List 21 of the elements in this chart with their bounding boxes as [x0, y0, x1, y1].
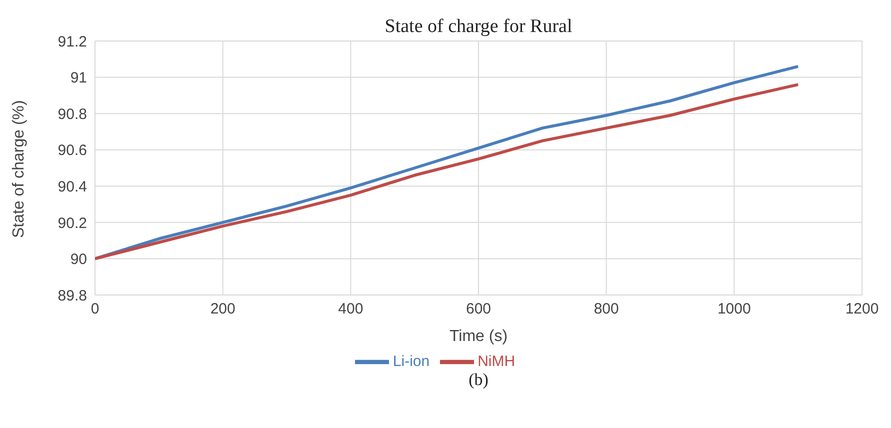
y-tick-label: 90.6 [58, 142, 87, 160]
x-tick-label: 1000 [717, 300, 751, 318]
y-tick-label: 90.2 [58, 214, 87, 232]
x-tick-label: 400 [338, 300, 364, 318]
x-tick-label: 200 [210, 300, 236, 318]
x-tick-label: 800 [594, 300, 619, 318]
y-tick-label: 91 [70, 70, 87, 87]
y-tick-label: 91.2 [58, 33, 87, 50]
legend-label: Li-ion [392, 352, 430, 370]
y-tick-label: 89.8 [58, 287, 87, 304]
chart-title: State of charge for Rural [384, 16, 574, 38]
y-axis-title: State of charge (%) [10, 100, 28, 238]
x-axis-title: Time (s) [449, 328, 508, 345]
x-tick-label: 1200 [845, 300, 879, 318]
x-tick-label: 600 [466, 300, 492, 318]
y-tick-label: 90.4 [58, 178, 87, 196]
y-tick-label: 90.8 [58, 106, 87, 123]
text: (b) [468, 370, 490, 390]
x-tick-label: 0 [90, 300, 100, 318]
y-tick-label: 90 [70, 251, 87, 268]
legend-label: NiMH [478, 352, 516, 370]
